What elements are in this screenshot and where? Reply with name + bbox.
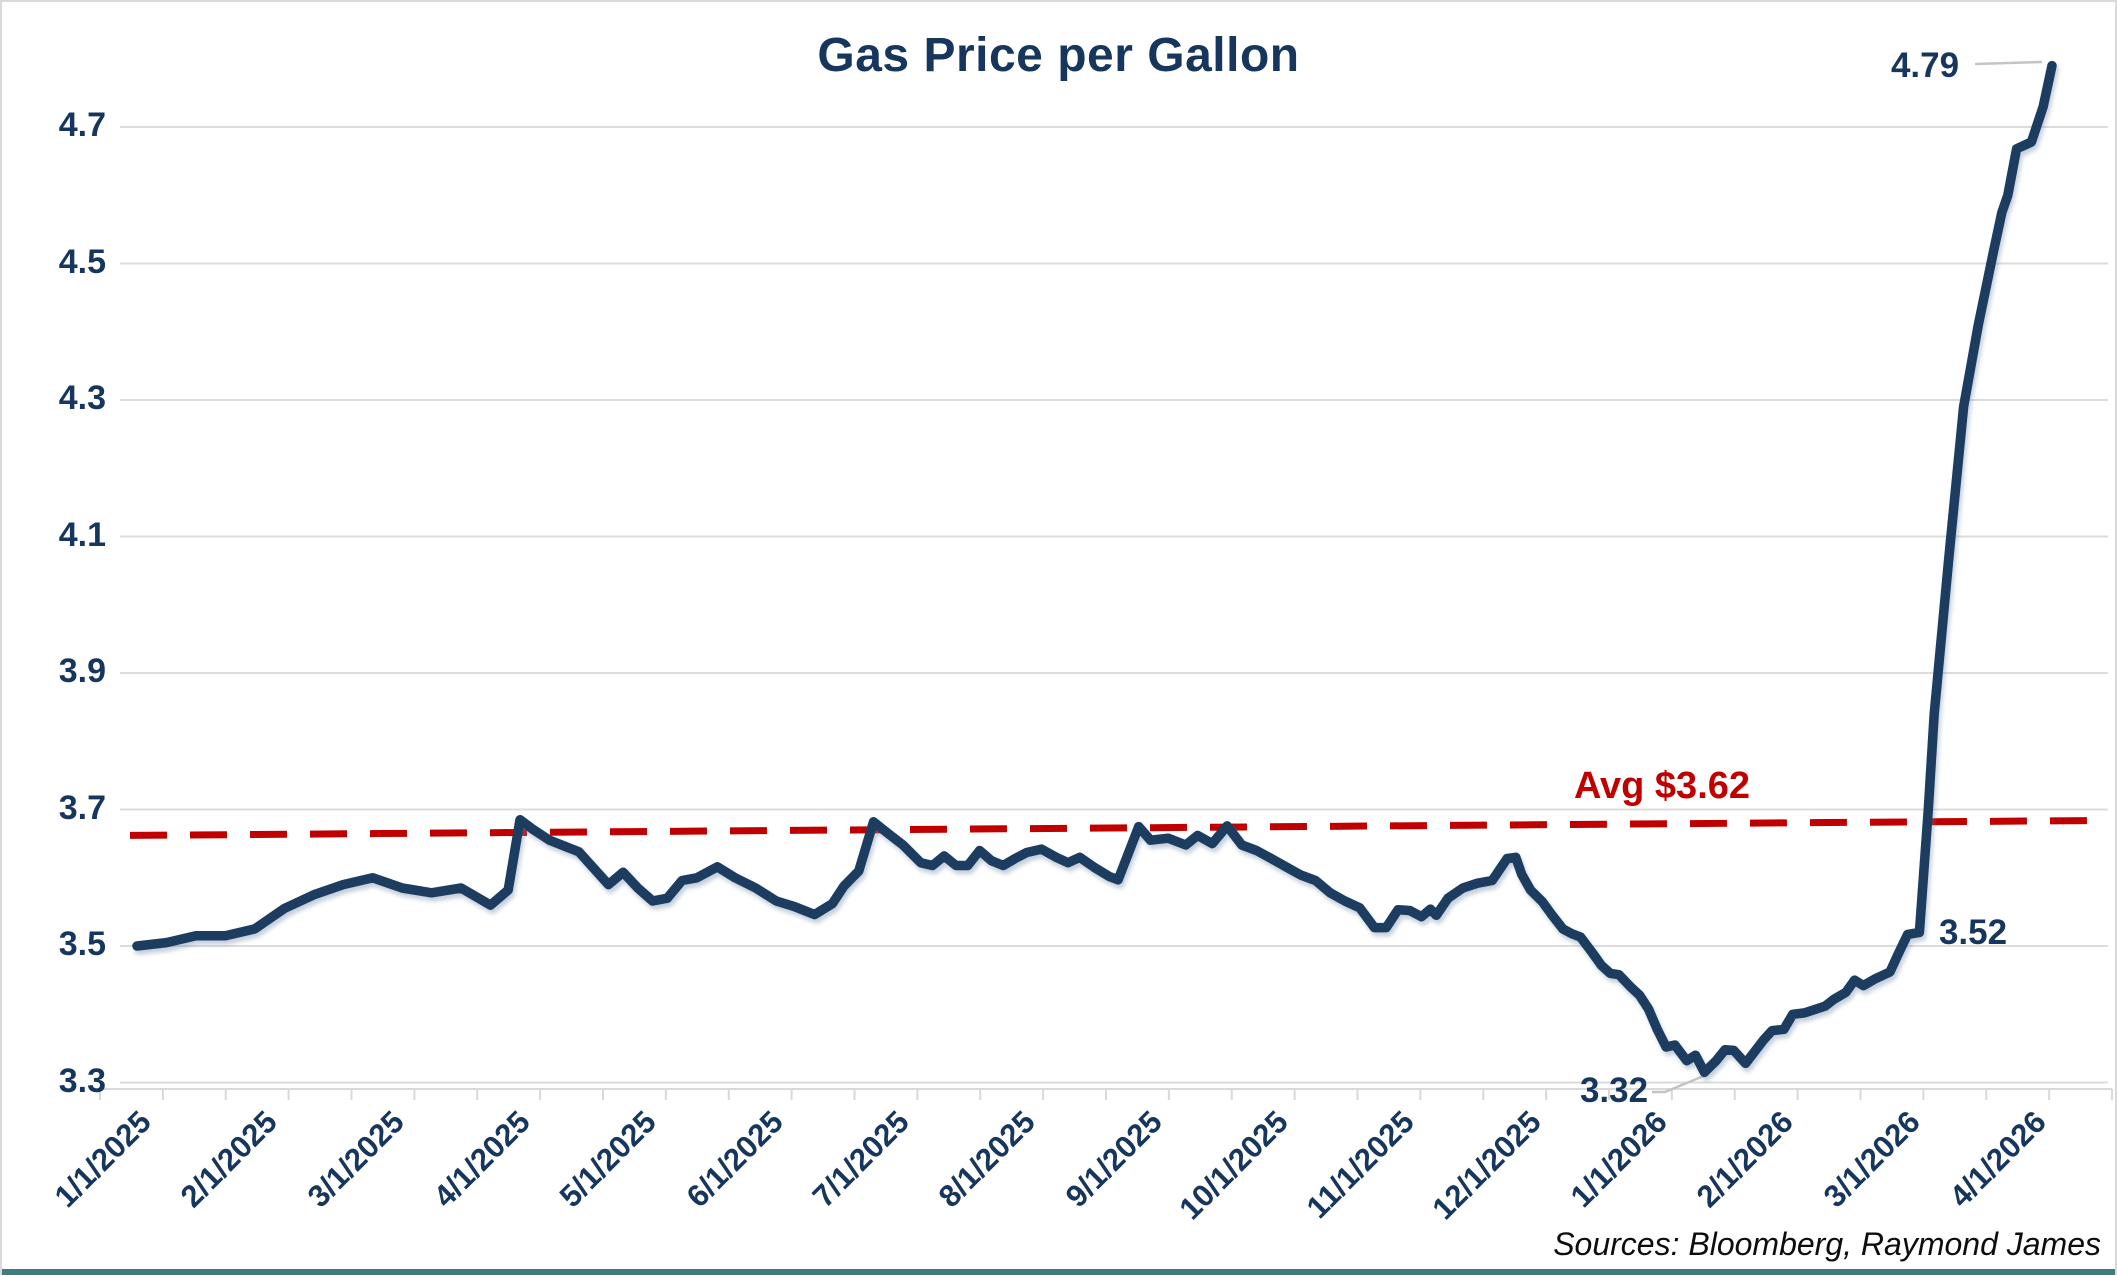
average-line-label: Avg $3.62 [1573, 765, 1751, 807]
source-note: Sources: Bloomberg, Raymond James [1553, 1226, 2101, 1262]
bottom-accent-bar [2, 1269, 2115, 1275]
gas-price-series-line [132, 60, 2057, 1078]
y-tick-label: 4.5 [58, 242, 106, 281]
chart-title: Gas Price per Gallon [817, 29, 1300, 82]
pre-spike-value-annotation: 3.52 [1938, 913, 2008, 952]
y-tick-label: 4.7 [58, 106, 106, 144]
peak-value-annotation: 4.79 [1890, 46, 1960, 85]
y-tick-label: 3.3 [58, 1061, 106, 1100]
y-tick-label: 4.3 [58, 379, 106, 417]
average-dashed-line [129, 816, 2109, 839]
low-value-annotation: 3.32 [1579, 1071, 1649, 1110]
peak-leader-line [1974, 60, 2043, 66]
low-leader-line [1652, 1073, 1707, 1094]
y-tick-label: 3.7 [58, 788, 106, 827]
y-tick-label: 3.5 [58, 925, 106, 963]
y-tick-label: 3.9 [58, 652, 106, 690]
y-tick-label: 4.1 [58, 515, 106, 554]
